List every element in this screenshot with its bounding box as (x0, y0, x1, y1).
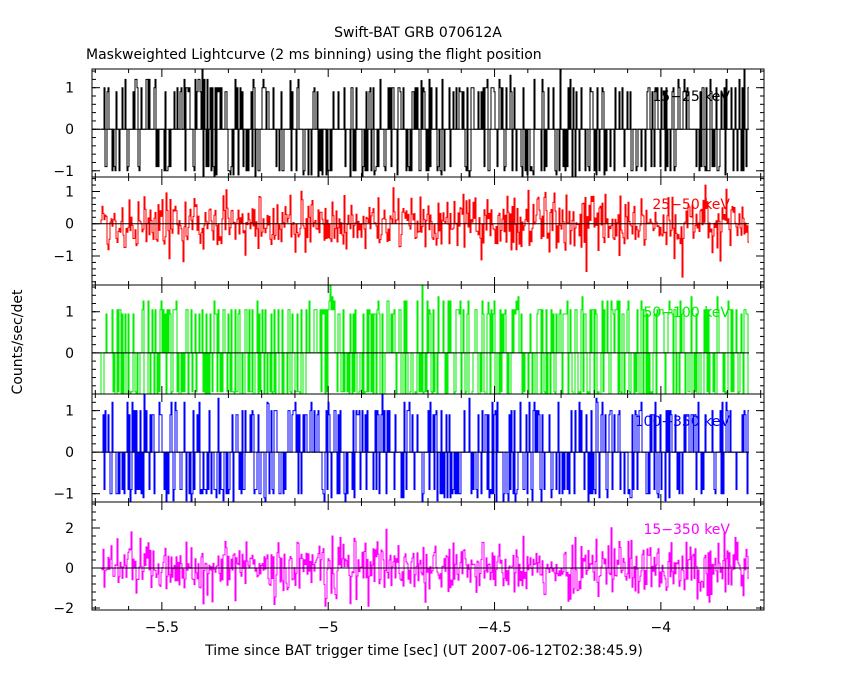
y-tick-label: 2 (65, 521, 74, 537)
panel-50-100-kev: 1 0 50−100 keV (65, 284, 765, 395)
x-tick-label: −4.5 (478, 620, 512, 636)
y-tick-label: −1 (53, 249, 74, 265)
series-line (101, 69, 749, 177)
y-tick-label: −1 (53, 487, 74, 503)
x-axis: −5.5 −5 −4.5 −4 (145, 620, 671, 636)
y-tick-label: 0 (65, 122, 74, 138)
y-tick-label: 0 (65, 217, 74, 233)
y-axis-label: Counts/sec/det (10, 289, 26, 394)
y-tick-label: −1 (53, 164, 74, 180)
chart-subtitle: Maskweighted Lightcurve (2 ms binning) u… (86, 47, 542, 63)
panel-25-50-kev: 1 0 −1 25−50 keV (53, 176, 765, 286)
series-line (101, 394, 749, 502)
band-label: 15−25 keV (652, 89, 730, 105)
panel-15-25-kev: 1 0 −1 15−25 keV (53, 68, 765, 180)
x-tick-label: −4 (651, 620, 672, 636)
y-tick-label: 0 (65, 561, 74, 577)
y-tick-label: 0 (65, 346, 74, 362)
panel-100-350-kev: 1 0 −1 100−350 keV (53, 393, 765, 503)
chart-title: Swift-BAT GRB 070612A (334, 25, 502, 41)
band-label: 100−350 keV (635, 414, 731, 430)
y-tick-label: 0 (65, 445, 74, 461)
x-axis-label: Time since BAT trigger time [sec] (UT 20… (204, 643, 643, 659)
y-tick-label: 1 (65, 81, 74, 97)
y-tick-label: 1 (65, 404, 74, 420)
y-tick-label: 1 (65, 305, 74, 321)
series-line (100, 527, 749, 607)
band-label: 15−350 keV (643, 522, 730, 538)
x-tick-label: −5 (318, 620, 339, 636)
series-line (100, 184, 749, 278)
y-tick-label: 1 (65, 185, 74, 201)
x-tick-label: −5.5 (145, 620, 179, 636)
band-label: 25−50 keV (652, 197, 730, 213)
band-label: 50−100 keV (643, 305, 730, 321)
y-tick-label: −2 (53, 601, 74, 617)
panel-frame (91, 501, 765, 611)
panel-15-350-kev: 2 0 −2 15−350 keV (53, 501, 765, 617)
